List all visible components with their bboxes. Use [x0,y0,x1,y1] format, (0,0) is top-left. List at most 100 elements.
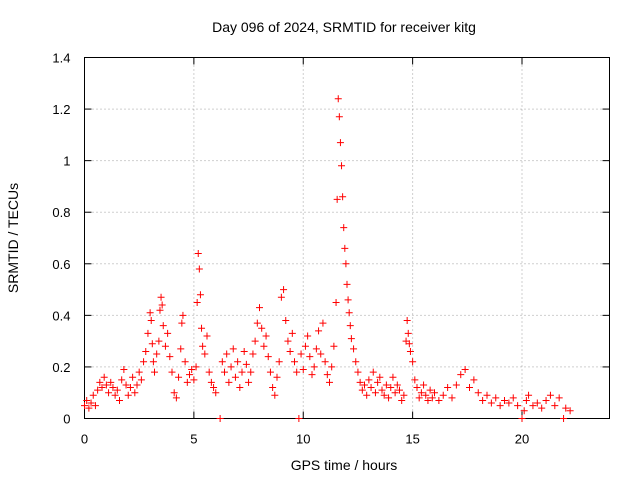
data-point [295,415,303,422]
data-point [411,376,419,384]
data-point [374,378,382,386]
data-point [396,386,403,394]
y-tick-label: 0.2 [52,360,70,375]
data-point [126,384,134,392]
data-point [256,304,263,312]
data-point [405,340,413,348]
data-point [487,399,495,407]
data-point [393,381,401,389]
data-point [240,347,248,355]
data-point [461,366,469,374]
data-point [223,350,231,358]
data-point [135,368,143,376]
data-point [406,347,414,355]
data-point [420,381,428,389]
data-points [81,95,574,422]
data-point [365,376,373,384]
y-tick-label: 1.2 [52,102,70,117]
data-point [533,399,541,407]
data-point [389,373,397,381]
data-point [157,293,165,301]
data-point [170,389,178,397]
data-point [212,389,220,397]
data-point [193,298,201,306]
data-point [457,371,465,379]
x-tick-label: 0 [81,432,88,447]
data-point [346,322,354,330]
data-point [205,368,213,376]
data-point [156,306,164,314]
data-point [335,113,343,121]
data-point [229,345,237,353]
data-point [210,384,218,392]
data-point [341,244,349,252]
data-point [178,319,186,327]
data-point [113,386,121,394]
data-point [148,340,156,348]
data-point [332,298,340,306]
data-point [342,260,350,268]
data-point [166,353,174,361]
data-point [100,373,108,381]
data-point [238,368,246,376]
data-point [286,347,294,355]
data-point [225,378,233,386]
data-point [356,378,364,386]
data-point [566,407,574,415]
data-point [269,384,277,392]
x-tick-label: 20 [515,432,529,447]
data-point [310,363,318,371]
data-point [203,332,211,340]
data-point [118,376,126,384]
data-point [435,396,443,404]
data-point [177,345,185,353]
plot-frame [84,57,610,419]
data-point [426,386,434,394]
data-point [330,342,338,350]
data-point [344,296,352,304]
x-axis-label: GPS time / hours [291,457,398,473]
data-point [413,384,421,392]
data-point [338,162,346,170]
data-point [529,402,537,410]
data-point [242,360,250,368]
data-point [323,371,331,379]
data-point [236,384,244,392]
data-point [275,358,283,366]
data-point [304,332,312,340]
data-point [452,381,460,389]
data-point [343,280,351,288]
data-point [347,335,355,343]
data-point [158,301,166,309]
data-point [505,399,513,407]
data-point [83,396,91,404]
x-tick-label: 15 [405,432,419,447]
data-point [192,363,200,371]
data-point [207,378,215,386]
data-point [249,350,257,358]
data-point [194,249,202,257]
data-point [149,358,157,366]
data-point [234,358,242,366]
data-point [345,309,353,317]
data-point [562,404,570,412]
data-point [297,350,305,358]
data-point [144,329,152,337]
tick-layer: 0 0.2 0.4 0.6 0.8 1 1.2 1.4 0 5 10 15 20 [52,51,610,447]
data-point [253,319,261,327]
data-point [284,337,292,345]
y-tick-label: 0.4 [52,308,70,323]
data-point [509,394,517,402]
data-point [339,193,347,201]
data-point [546,391,554,399]
data-point [140,358,148,366]
data-point [358,386,366,394]
y-tick-label: 1.4 [52,51,70,66]
data-point [188,366,196,374]
data-point [382,381,390,389]
data-point [555,394,563,402]
data-point [190,376,198,384]
data-point [85,404,93,412]
data-point [350,345,358,353]
data-point [155,337,163,345]
